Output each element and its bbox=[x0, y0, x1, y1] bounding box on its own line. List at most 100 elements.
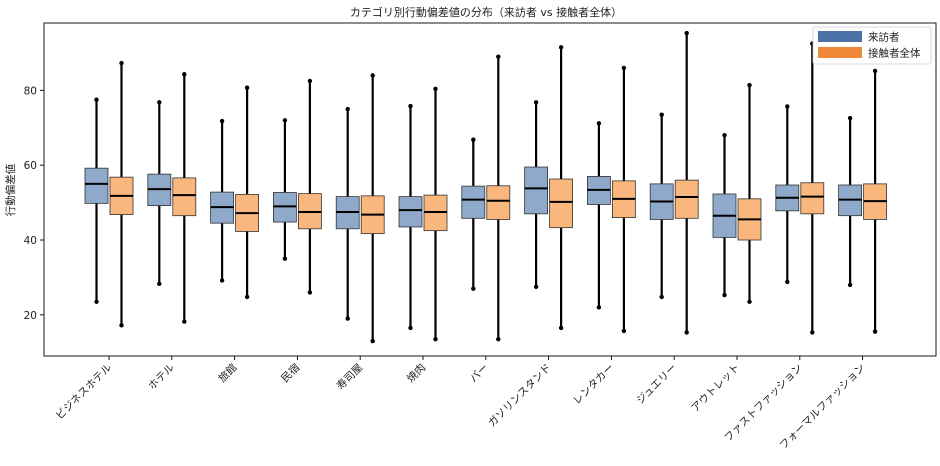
box-visitor-2 bbox=[210, 118, 235, 283]
x-tick-label: ビジネスホテル bbox=[54, 362, 114, 422]
min-marker bbox=[722, 292, 727, 298]
legend-label-来訪者: 来訪者 bbox=[868, 31, 900, 44]
max-marker bbox=[282, 118, 288, 123]
x-tick-label: ジュエリー bbox=[634, 362, 679, 407]
min-marker bbox=[471, 286, 476, 291]
box-visitor-10 bbox=[712, 133, 737, 298]
box-contact-8 bbox=[612, 65, 636, 334]
min-marker bbox=[659, 294, 664, 300]
box-contact-6 bbox=[486, 54, 511, 342]
x-tick-label: 寿司屋 bbox=[334, 361, 365, 392]
min-marker bbox=[94, 299, 99, 304]
x-tick-label: ガソリンスタンド bbox=[486, 362, 554, 430]
box-contact-10 bbox=[737, 82, 762, 304]
legend: 来訪者 接触者全体 bbox=[812, 26, 932, 65]
y-tick-label: 20 bbox=[24, 310, 37, 322]
min-marker bbox=[684, 330, 689, 335]
x-tick-labels: ビジネスホテル ホテル 旅館 民宿 寿司屋 焼肉 バーガソリンスタンド レンタカー ジュエリーア… bbox=[54, 356, 868, 452]
max-marker bbox=[157, 100, 162, 105]
min-marker bbox=[244, 294, 250, 300]
box-contact-12 bbox=[863, 68, 887, 334]
min-marker bbox=[182, 319, 187, 324]
box-contact-9 bbox=[674, 30, 699, 335]
box-visitor-4 bbox=[335, 106, 360, 321]
x-tick-label: ホテル bbox=[146, 362, 177, 393]
max-marker bbox=[471, 137, 476, 142]
box-visitor-8 bbox=[587, 121, 611, 310]
max-marker bbox=[433, 86, 438, 92]
box-visitor-9 bbox=[649, 112, 674, 300]
max-marker bbox=[307, 78, 313, 84]
min-marker bbox=[496, 336, 501, 342]
min-marker bbox=[307, 290, 313, 295]
box-contact-3 bbox=[297, 78, 322, 295]
iqr-box bbox=[398, 196, 423, 228]
min-marker bbox=[621, 328, 627, 334]
max-marker bbox=[370, 73, 375, 78]
legend-label-接触者全体: 接触者全体 bbox=[868, 47, 921, 60]
y-tick-label: 60 bbox=[24, 160, 37, 172]
min-marker bbox=[119, 323, 124, 328]
max-marker bbox=[119, 60, 124, 66]
iqr-box bbox=[461, 185, 486, 219]
plot-frame bbox=[43, 22, 937, 357]
boxes-layer bbox=[84, 30, 887, 344]
iqr-box bbox=[524, 166, 548, 215]
min-marker bbox=[345, 316, 350, 321]
box-visitor-7 bbox=[524, 100, 548, 289]
y-tick-label: 80 bbox=[24, 85, 37, 97]
min-marker bbox=[433, 336, 438, 342]
x-tick-label: アウトレット bbox=[689, 362, 742, 415]
legend-swatch-来訪者 bbox=[818, 31, 862, 42]
max-marker bbox=[408, 103, 413, 109]
max-marker bbox=[596, 121, 602, 126]
min-marker bbox=[847, 282, 853, 288]
max-marker bbox=[496, 54, 501, 59]
x-tick-label: バー bbox=[468, 362, 491, 385]
box-visitor-3 bbox=[272, 118, 297, 261]
min-marker bbox=[408, 325, 413, 331]
max-marker bbox=[659, 112, 664, 117]
max-marker bbox=[94, 97, 99, 102]
box-visitor-5 bbox=[398, 103, 423, 331]
box-visitor-1 bbox=[147, 100, 172, 286]
max-marker bbox=[684, 30, 689, 36]
chart-title: カテゴリ別行動偏差値の分布（来訪者 vs 接触者全体） bbox=[350, 5, 622, 19]
min-marker bbox=[558, 325, 564, 331]
box-visitor-12 bbox=[838, 115, 862, 288]
max-marker bbox=[621, 65, 627, 71]
iqr-box bbox=[549, 178, 573, 229]
min-marker bbox=[370, 338, 375, 344]
box-contact-7 bbox=[549, 45, 573, 331]
max-marker bbox=[785, 104, 790, 109]
max-marker bbox=[847, 115, 853, 121]
x-tick-label: レンタカー bbox=[571, 362, 617, 408]
max-marker bbox=[558, 45, 564, 50]
box-contact-4 bbox=[360, 73, 385, 344]
x-tick-label: 旅館 bbox=[216, 361, 240, 385]
min-marker bbox=[810, 330, 815, 335]
y-axis-label: 行動偏差値 bbox=[4, 163, 17, 216]
iqr-box bbox=[486, 185, 511, 220]
min-marker bbox=[157, 281, 162, 286]
max-marker bbox=[533, 100, 539, 105]
box-contact-0 bbox=[109, 60, 134, 328]
min-marker bbox=[533, 284, 539, 289]
y-tick-label: 40 bbox=[24, 235, 37, 247]
min-marker bbox=[747, 299, 752, 304]
box-contact-5 bbox=[423, 86, 448, 342]
max-marker bbox=[219, 118, 225, 124]
box-contact-1 bbox=[172, 72, 197, 324]
box-contact-2 bbox=[235, 85, 260, 300]
max-marker bbox=[722, 133, 727, 138]
box-visitor-6 bbox=[461, 137, 486, 291]
min-marker bbox=[872, 329, 878, 334]
max-marker bbox=[747, 82, 752, 88]
max-marker bbox=[244, 85, 250, 90]
legend-swatch-接触者全体 bbox=[818, 47, 862, 58]
box-visitor-0 bbox=[84, 97, 109, 304]
iqr-box bbox=[674, 179, 699, 219]
min-marker bbox=[596, 305, 602, 310]
axes: 20 40 60 80 bbox=[24, 85, 44, 322]
